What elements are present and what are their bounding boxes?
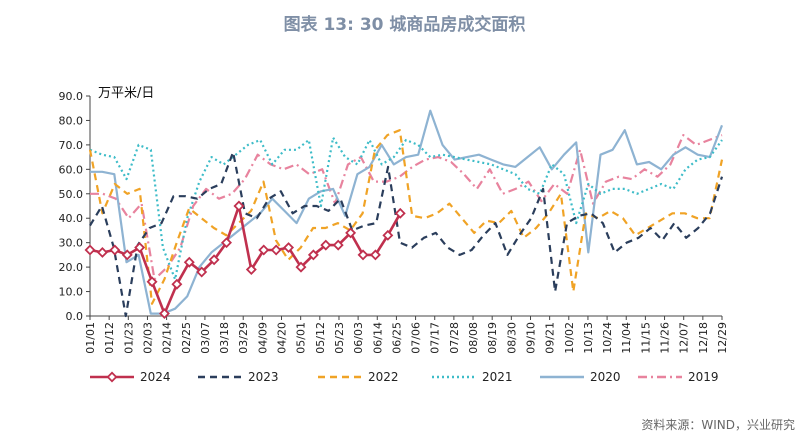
point-2024 xyxy=(96,246,108,258)
x-tick-label: 08/30 xyxy=(505,322,518,354)
legend-label-2022: 2022 xyxy=(368,370,399,384)
series-line-2020 xyxy=(90,109,724,315)
point-2024 xyxy=(258,244,270,256)
x-tick-label: 07/28 xyxy=(448,322,461,354)
point-2024 xyxy=(320,239,332,251)
x-tick-label: 04/20 xyxy=(276,322,289,354)
x-tick-label: 10/02 xyxy=(563,322,576,354)
point-2024 xyxy=(196,266,208,278)
source-note: 资料来源：WIND，兴业研究 xyxy=(641,418,795,432)
point-2024 xyxy=(183,256,195,268)
x-tick-label: 05/12 xyxy=(314,322,327,354)
x-tick-label: 02/14 xyxy=(161,322,174,354)
x-tick-label: 03/07 xyxy=(199,322,212,354)
x-tick-label: 02/03 xyxy=(141,322,154,354)
y-tick-label: 30.0 xyxy=(59,237,84,250)
y-tick-label: 10.0 xyxy=(59,286,84,299)
x-tick-label: 01/01 xyxy=(84,322,97,354)
series-line-2023 xyxy=(89,151,724,318)
y-tick-label: 40.0 xyxy=(59,212,84,225)
y-tick-label: 90.0 xyxy=(59,90,84,103)
x-tick-label: 06/03 xyxy=(352,322,365,354)
x-tick-label: 05/23 xyxy=(333,322,346,354)
y-axis-unit-label: 万平米/日 xyxy=(98,86,155,101)
point-2024 xyxy=(369,249,381,261)
point-2024 xyxy=(233,200,245,212)
x-tick-label: 06/14 xyxy=(371,322,384,354)
x-tick-label: 03/29 xyxy=(237,322,250,354)
point-2024 xyxy=(345,227,357,239)
x-tick-label: 08/08 xyxy=(467,322,480,354)
point-2024 xyxy=(283,242,295,254)
x-tick-label: 07/17 xyxy=(429,322,442,354)
x-tick-label: 08/19 xyxy=(486,322,499,354)
y-tick-label: 60.0 xyxy=(59,163,84,176)
point-2024 xyxy=(382,229,394,241)
chart-title: 图表 13: 30 城商品房成交面积 xyxy=(283,15,526,35)
point-2024 xyxy=(171,278,183,290)
x-tick-label: 11/26 xyxy=(659,322,672,354)
x-tick-label: 10/13 xyxy=(582,322,595,354)
x-tick-label: 09/10 xyxy=(524,322,537,354)
x-tick-label: 06/25 xyxy=(390,322,403,354)
point-2024 xyxy=(158,308,170,320)
x-tick-label: 12/07 xyxy=(678,322,691,354)
y-tick-label: 0.0 xyxy=(66,310,84,323)
series-line-2024 xyxy=(89,204,402,315)
x-tick-label: 10/24 xyxy=(601,322,614,354)
x-tick-label: 04/09 xyxy=(256,322,269,354)
x-tick-label: 05/01 xyxy=(295,322,308,354)
legend-label-2024: 2024 xyxy=(140,370,171,384)
x-tick-label: 03/18 xyxy=(218,322,231,354)
y-tick-label: 80.0 xyxy=(59,114,84,127)
y-tick-label: 20.0 xyxy=(59,261,84,274)
x-tick-label: 11/04 xyxy=(620,322,633,354)
point-2024 xyxy=(146,276,158,288)
legend-label-2020: 2020 xyxy=(590,370,621,384)
x-tick-label: 02/25 xyxy=(180,322,193,354)
point-2024 xyxy=(121,249,133,261)
x-tick-label: 11/15 xyxy=(639,322,652,354)
legend-label-2021: 2021 xyxy=(482,370,513,384)
x-tick-label: 07/06 xyxy=(410,322,423,354)
legend-label-2023: 2023 xyxy=(248,370,279,384)
x-tick-label: 12/18 xyxy=(697,322,710,354)
point-2024 xyxy=(208,254,220,266)
series-line-2022 xyxy=(88,129,724,305)
point-2024 xyxy=(307,249,319,261)
point-2024 xyxy=(134,242,146,254)
x-tick-label: 01/23 xyxy=(122,322,135,354)
point-2024 xyxy=(357,249,369,261)
point-2024 xyxy=(221,237,232,249)
x-tick-label: 09/21 xyxy=(544,322,557,354)
point-2024 xyxy=(84,244,96,256)
y-tick-label: 50.0 xyxy=(59,188,84,201)
point-2024 xyxy=(295,261,307,273)
legend-label-2019: 2019 xyxy=(688,370,719,384)
x-tick-label: 12/29 xyxy=(716,322,729,354)
y-tick-label: 70.0 xyxy=(59,139,84,152)
series-line-2021 xyxy=(89,136,723,281)
point-2024 xyxy=(332,239,344,251)
point-2024 xyxy=(270,244,282,256)
point-2024 xyxy=(394,207,406,219)
legend-marker-2024 xyxy=(106,371,118,383)
point-2024 xyxy=(109,244,121,256)
x-tick-label: 01/12 xyxy=(103,322,116,354)
point-2024 xyxy=(245,264,257,276)
